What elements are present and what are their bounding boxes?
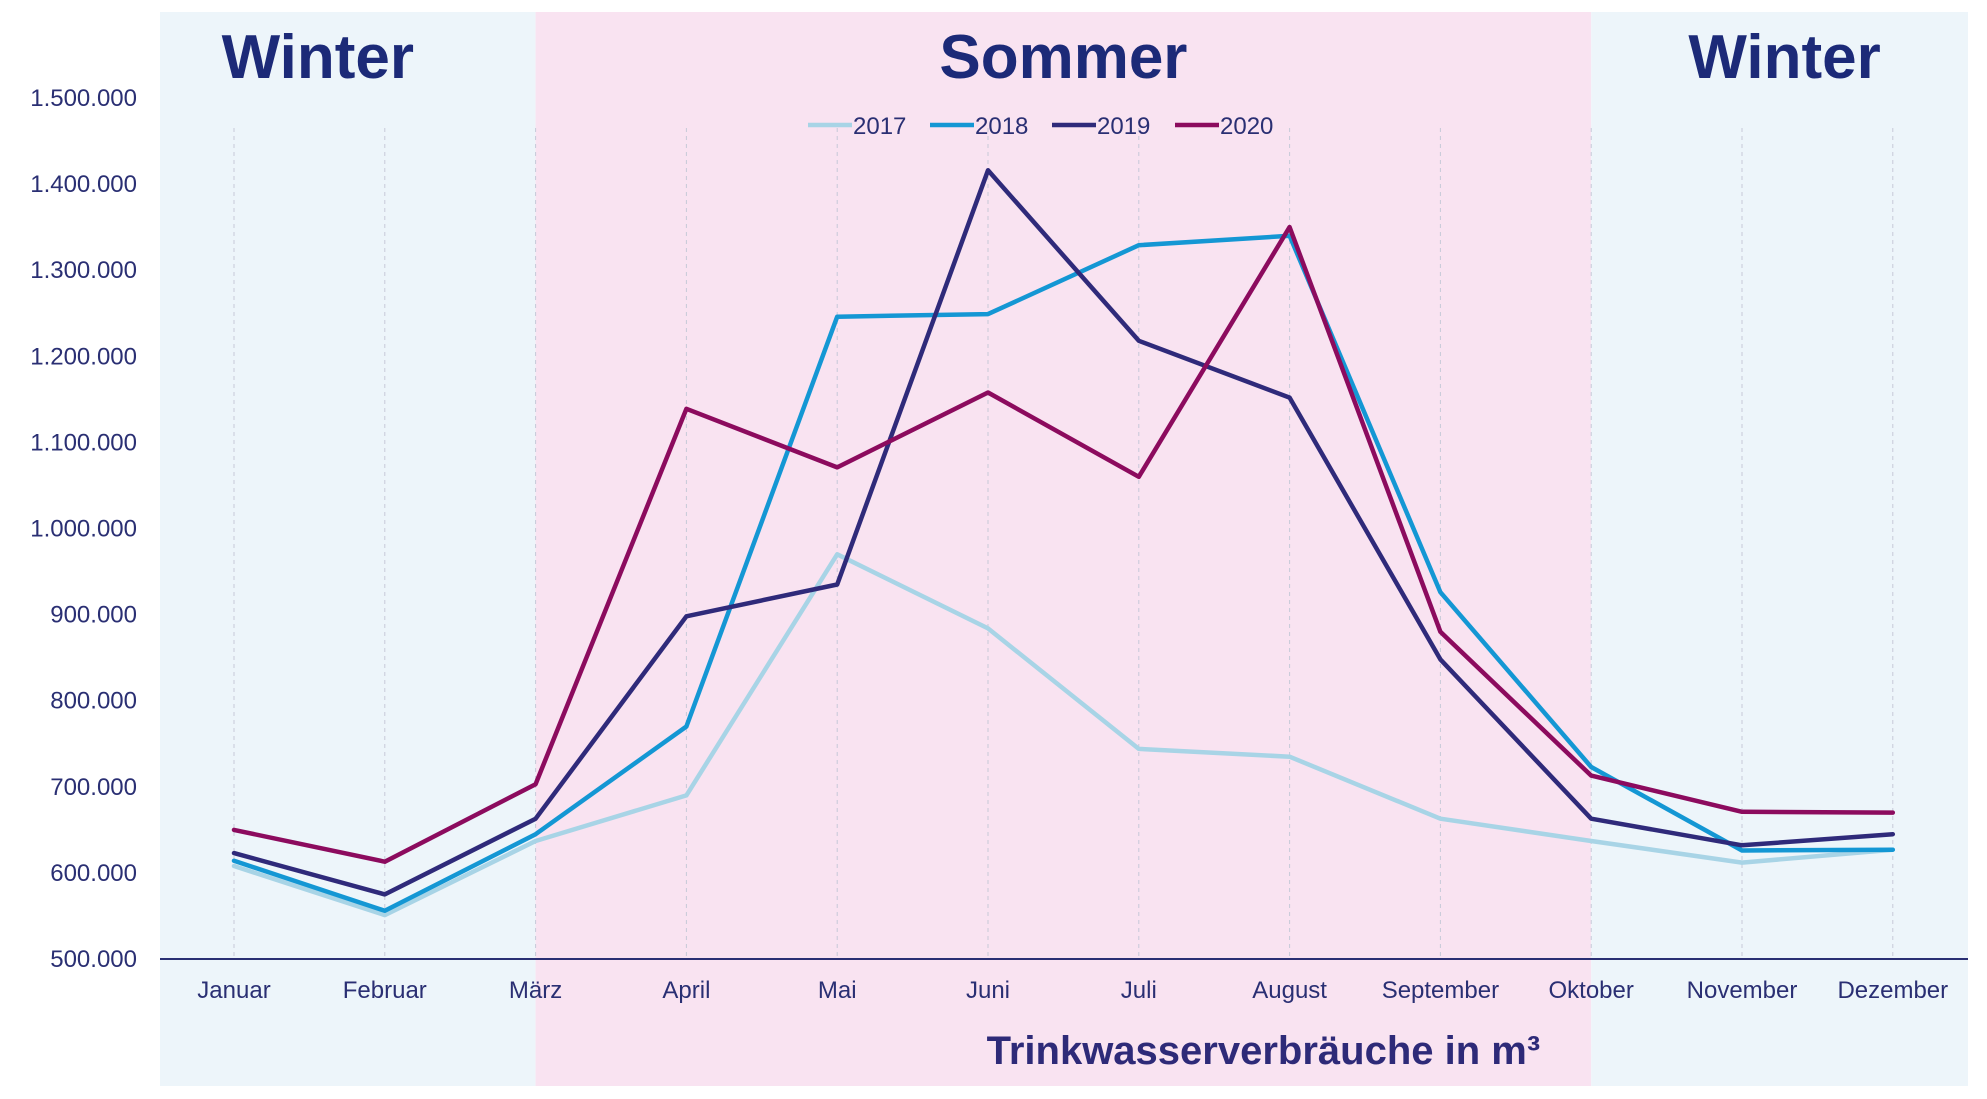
series-lines [231, 168, 1896, 918]
legend-label-2017: 2017 [853, 113, 906, 140]
x-axis: Januar Februar März April Mai Juni Juli August S… [197, 977, 1948, 1004]
season-band-sommer [535, 12, 1592, 1086]
x-tick-label: Mai [818, 977, 857, 1004]
y-tick-label: 1.000.000 [30, 516, 137, 543]
x-tick-label: September [1382, 977, 1499, 1004]
y-tick-label: 1.200.000 [30, 343, 137, 370]
y-tick-label: 1.300.000 [30, 257, 137, 284]
season-labels: Winter Sommer Winter [222, 23, 1881, 92]
y-tick-label: 1.500.000 [30, 85, 137, 112]
season-label-winter: Winter [222, 23, 414, 92]
series-line-2020 [231, 224, 1896, 864]
x-tick-label: Oktober [1549, 977, 1634, 1004]
y-tick-label: 1.100.000 [30, 429, 137, 456]
y-tick-label: 600.000 [50, 860, 137, 887]
season-bands [160, 12, 1968, 1086]
vertical-gridlines [233, 128, 1894, 959]
x-tick-label: April [662, 977, 710, 1004]
season-label-sommer: Sommer [939, 23, 1187, 92]
series-line-2019 [231, 168, 1896, 897]
x-tick-label: November [1687, 977, 1798, 1004]
legend: 2017 2018 2019 2020 [808, 113, 1273, 140]
x-tick-label: August [1252, 977, 1327, 1004]
x-tick-label: Februar [343, 977, 427, 1004]
legend-label-2018: 2018 [975, 113, 1028, 140]
series-line-2017 [231, 552, 1896, 918]
y-axis: 500.000 600.000 700.000 800.000 900.000 1.000… [30, 85, 137, 973]
legend-label-2019: 2019 [1097, 113, 1150, 140]
y-tick-label: 700.000 [50, 774, 137, 801]
x-tick-label: Dezember [1837, 977, 1948, 1004]
season-band-winter [1591, 12, 1968, 1086]
x-tick-label: März [509, 977, 562, 1004]
x-tick-label: Januar [197, 977, 270, 1004]
y-tick-label: 900.000 [50, 602, 137, 629]
y-tick-label: 1.400.000 [30, 171, 137, 198]
season-band-winter [160, 12, 536, 1086]
y-tick-label: 500.000 [50, 946, 137, 973]
x-tick-label: Juni [966, 977, 1010, 1004]
season-label-winter: Winter [1688, 23, 1880, 92]
legend-label-2020: 2020 [1220, 113, 1273, 140]
x-tick-label: Juli [1121, 977, 1157, 1004]
y-tick-label: 800.000 [50, 688, 137, 715]
x-axis-title: Trinkwasserverbräuche in m³ [987, 1029, 1541, 1073]
